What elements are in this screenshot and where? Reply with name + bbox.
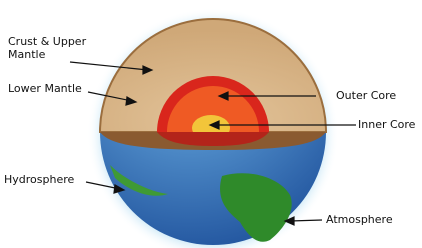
label: Inner Core [358,118,415,131]
label: Crust & Upper Mantle [8,35,103,61]
label: Lower Mantle [8,82,82,95]
earth-layers-diagram: Crust & Upper Mantle Lower Mantle Outer … [0,0,422,248]
label: Outer Core [336,89,396,102]
label: Hydrosphere [4,173,74,186]
label: Atmosphere [326,213,393,226]
